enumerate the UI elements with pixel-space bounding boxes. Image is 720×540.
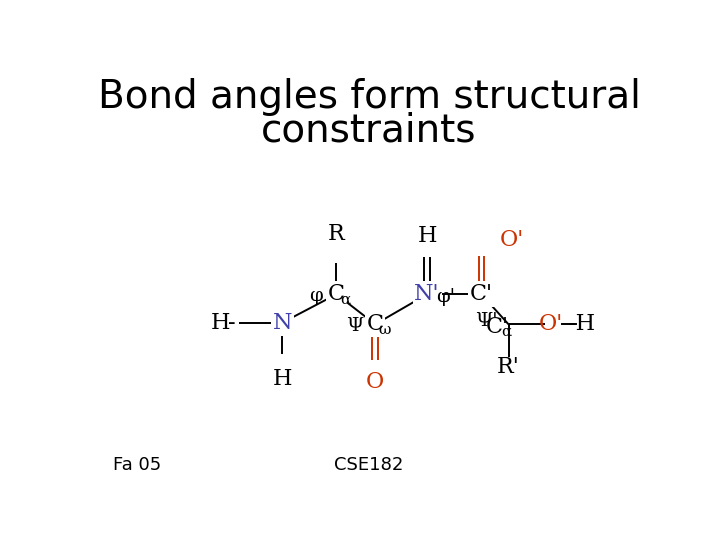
Text: R': R'	[497, 356, 520, 379]
Text: O': O'	[539, 313, 563, 335]
Text: H: H	[272, 368, 292, 390]
Text: Fa 05: Fa 05	[113, 456, 161, 474]
Text: Ψ': Ψ'	[475, 312, 498, 330]
Text: C: C	[328, 284, 345, 305]
Text: N: N	[272, 312, 292, 334]
Text: Bond angles form structural: Bond angles form structural	[98, 78, 640, 116]
Text: H: H	[418, 225, 437, 247]
Text: α: α	[341, 293, 351, 307]
Text: H: H	[210, 312, 230, 334]
Text: φ: φ	[310, 287, 323, 305]
Text: O: O	[366, 371, 384, 393]
Text: N': N'	[414, 284, 440, 305]
Text: C': C'	[485, 315, 508, 338]
Text: φ': φ'	[436, 288, 455, 306]
Text: CSE182: CSE182	[334, 456, 404, 474]
Text: C': C'	[470, 284, 493, 305]
Text: O': O'	[500, 230, 525, 251]
Text: α: α	[501, 324, 511, 338]
Text: -: -	[228, 312, 235, 334]
Text: Ψ: Ψ	[346, 317, 364, 335]
Text: -H: -H	[568, 313, 595, 335]
Text: ω: ω	[378, 323, 391, 336]
Text: constraints: constraints	[261, 111, 477, 149]
Text: R: R	[328, 223, 345, 245]
Text: C: C	[366, 313, 384, 335]
